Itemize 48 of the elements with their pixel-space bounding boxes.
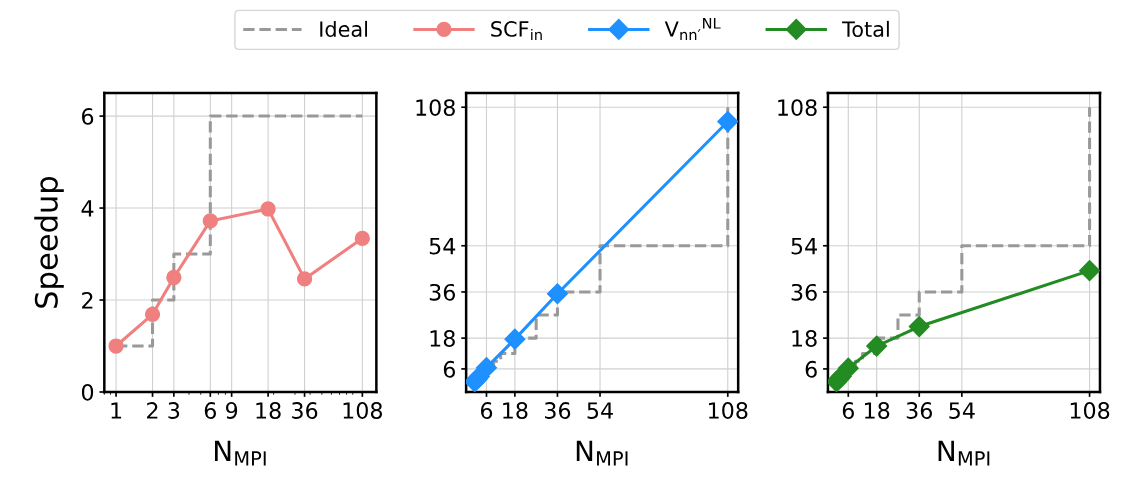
x-tick-label: 18 — [256, 402, 281, 419]
y-axis-title: Speedup — [34, 176, 64, 308]
y-tick-label: 36 — [429, 283, 456, 301]
x-tick-label: 108 — [343, 402, 383, 419]
x-tick-label: 18 — [503, 402, 528, 419]
point — [504, 328, 526, 350]
y-tick-label: 6 — [805, 360, 817, 378]
x-tick-label: 36 — [545, 402, 571, 419]
x-tick-label: 6 — [480, 402, 493, 419]
y-tick-label: 54 — [429, 238, 456, 255]
legend-label: V$_{nn′}$$^{NL}$ — [664, 17, 721, 40]
y-tick-label: 54 — [791, 238, 817, 255]
x-tick-label: 36 — [906, 402, 932, 419]
y-tick-label: 4 — [81, 200, 94, 217]
x-tick-label: 6 — [842, 402, 854, 419]
x-tick-label: 108 — [709, 402, 748, 419]
point — [717, 111, 739, 133]
point — [908, 316, 930, 338]
x-tick-label: 54 — [587, 402, 613, 419]
x-tick-label: 18 — [864, 402, 890, 419]
x-tick-label: 36 — [292, 402, 318, 419]
y-tick-label: 108 — [778, 99, 817, 116]
y-tick-label: 0 — [81, 383, 94, 401]
legend-label: SCF$_{in}$ — [491, 21, 542, 40]
legend-label: Ideal — [320, 20, 368, 38]
y-tick-label: 2 — [82, 291, 93, 309]
x-tick-label: 3 — [168, 402, 180, 419]
x-tick-label: 54 — [949, 402, 975, 419]
x-axis-title: N$_{MPI}$ — [576, 440, 628, 466]
point — [866, 335, 888, 357]
x-axis-title: N$_{MPI}$ — [938, 440, 990, 466]
x-tick-label: 6 — [204, 402, 216, 419]
x-tick-label: 9 — [225, 402, 238, 419]
x-tick-label: 2 — [147, 402, 158, 419]
point — [1079, 260, 1100, 282]
point — [837, 357, 859, 379]
y-tick-label: 6 — [443, 360, 456, 378]
y-tick-label: 36 — [791, 283, 817, 301]
point — [546, 283, 568, 305]
y-tick-label: 6 — [82, 108, 94, 125]
y-tick-label: 18 — [430, 330, 455, 347]
x-tick-label: 108 — [1070, 402, 1110, 419]
x-axis-title: N$_{MPI}$ — [215, 440, 266, 466]
y-tick-label: 108 — [416, 99, 455, 116]
x-tick-label: 1 — [111, 402, 122, 419]
y-tick-label: 18 — [792, 330, 817, 347]
legend-label: Total — [842, 20, 889, 38]
point — [475, 357, 497, 379]
